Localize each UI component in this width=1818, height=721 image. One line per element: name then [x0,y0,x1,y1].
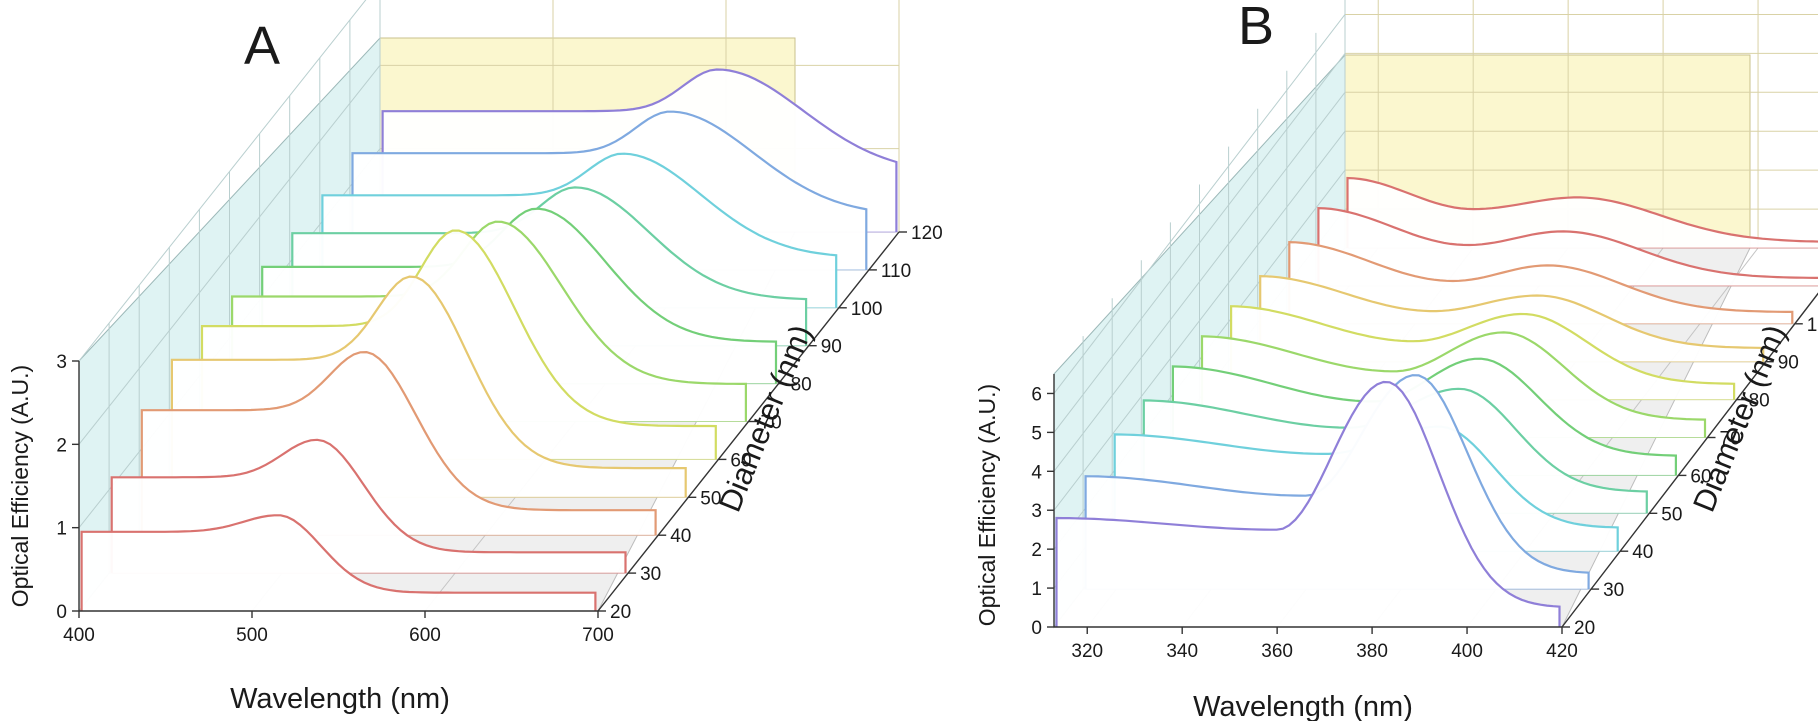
panel-a-y-tick-label: 3 [56,352,67,373]
panel-a-series-80 [261,207,778,384]
panel-b-y-tick-label: 2 [1031,540,1042,561]
panel-b-y-tick-label: 6 [1031,384,1042,405]
panel-b-series-100 [1288,240,1794,324]
panel-b-curve-fill-20 [1056,382,1560,627]
panel-b-y-tick-label: 4 [1031,462,1042,483]
panel-a-series-60 [200,229,717,460]
panel-a-x-tick-label: 600 [409,625,441,646]
panel-b-series-80 [1229,305,1736,400]
panel-a-y-label: Optical Efficiency (A.U.) [7,365,33,607]
panel-b-curves [1055,176,1818,628]
panel-a-series-100 [321,152,838,308]
panel-a-series-120 [381,68,898,232]
panel-b: 320 340 360 380 400 420 0 1 2 3 4 5 6 20 30 40 50 60 70 80 9… [974,0,1818,721]
panel-a-z-tick-label: 80 [791,375,812,396]
panel-a-series-70 [231,220,748,422]
panel-b-series-90 [1259,274,1765,362]
panel-a-series-30 [110,438,627,574]
panel-a-z-tick-label: 100 [851,299,883,320]
panel-a-series-90 [291,186,808,346]
panel-b-z-tick-label: 70 [1720,429,1741,450]
panel-b-y-tick-label: 3 [1031,501,1042,522]
panel-b-z-tick-label: 30 [1603,580,1624,601]
panel-a-curve-fill-20 [81,515,596,611]
panel-b-letter: B [1238,0,1274,56]
panel-a-z-tick-label: 20 [610,602,631,623]
panel-b-x-tick-label: 360 [1261,641,1293,662]
panel-b-series-110 [1317,206,1818,286]
panel-b-y-tick-label: 0 [1031,618,1042,639]
panel-a-series-110 [351,110,868,270]
panel-b-y-tick-label: 5 [1031,423,1042,444]
panel-a-series-40 [140,350,657,536]
panel-b-series-20 [1055,380,1561,627]
panel-a-z-tick-label: 50 [700,488,721,509]
panel-a-z-tick-label: 60 [730,450,751,471]
panel-a-z-tick-label: 30 [640,564,661,585]
panel-b-y-label: Optical Efficiency (A.U.) [974,384,1000,626]
panel-a: 400 500 600 700 0 1 2 3 20 30 40 50 60 70 80 90 100 11012… [7,0,943,715]
panel-b-curve-fill-110 [1318,208,1818,286]
panel-a-x-tick-label: 400 [63,625,95,646]
panel-a-y-tick-label: 2 [56,435,67,456]
panel-a-z-tick-label: 90 [821,337,842,358]
panel-b-z-tick-label: 20 [1574,618,1595,639]
panel-a-x-tick-label: 500 [236,625,268,646]
panel-a-x-label: Wavelength (nm) [230,683,450,715]
panel-b-x-tick-label: 320 [1071,641,1103,662]
panel-b-z-tick-label: 60 [1690,466,1711,487]
panel-a-letter: A [244,16,280,76]
panel-a-z-tick-label: 120 [911,223,943,244]
panel-b-series-120 [1346,176,1818,248]
panel-b-x-tick-label: 380 [1356,641,1388,662]
panel-a-series-20 [80,514,597,611]
panel-b-z-tick-label: 40 [1632,542,1653,563]
panel-b-y-tick-label: 1 [1031,579,1042,600]
panel-b-x-tick-label: 340 [1166,641,1198,662]
panel-b-curve-fill-120 [1347,178,1818,248]
panel-b-z-tick-label: 100 [1807,315,1818,336]
panel-a-z-tick-label: 110 [881,261,911,282]
panel-b-x-tick-label: 420 [1546,641,1578,662]
panel-a-z-tick-label: 70 [761,413,782,434]
panel-b-series-70 [1200,331,1707,438]
panel-a-curves [80,68,898,612]
panel-a-x-tick-label: 700 [582,625,614,646]
panel-a-y-tick-label: 1 [56,519,67,540]
panel-a-y-tick-label: 0 [56,602,67,623]
panel-a-z-tick-label: 40 [670,526,691,547]
panel-b-z-tick-label: 50 [1661,504,1682,525]
panel-b-x-label: Wavelength (nm) [1193,691,1413,721]
panel-b-z-tick-label: 90 [1778,353,1799,374]
panel-a-series-50 [170,275,687,498]
panel-b-axes: 320 340 360 380 400 420 0 1 2 3 4 5 6 20 30 40 50 60 70 80 9… [1031,292,1818,662]
panel-a-axes: 400 500 600 700 0 1 2 3 20 30 40 50 60 70 80 90 100 11012… [56,223,942,646]
panel-b-x-tick-label: 400 [1451,641,1483,662]
panel-b-z-tick-label: 80 [1749,391,1770,412]
panel-b-curve-fill-100 [1289,242,1793,324]
